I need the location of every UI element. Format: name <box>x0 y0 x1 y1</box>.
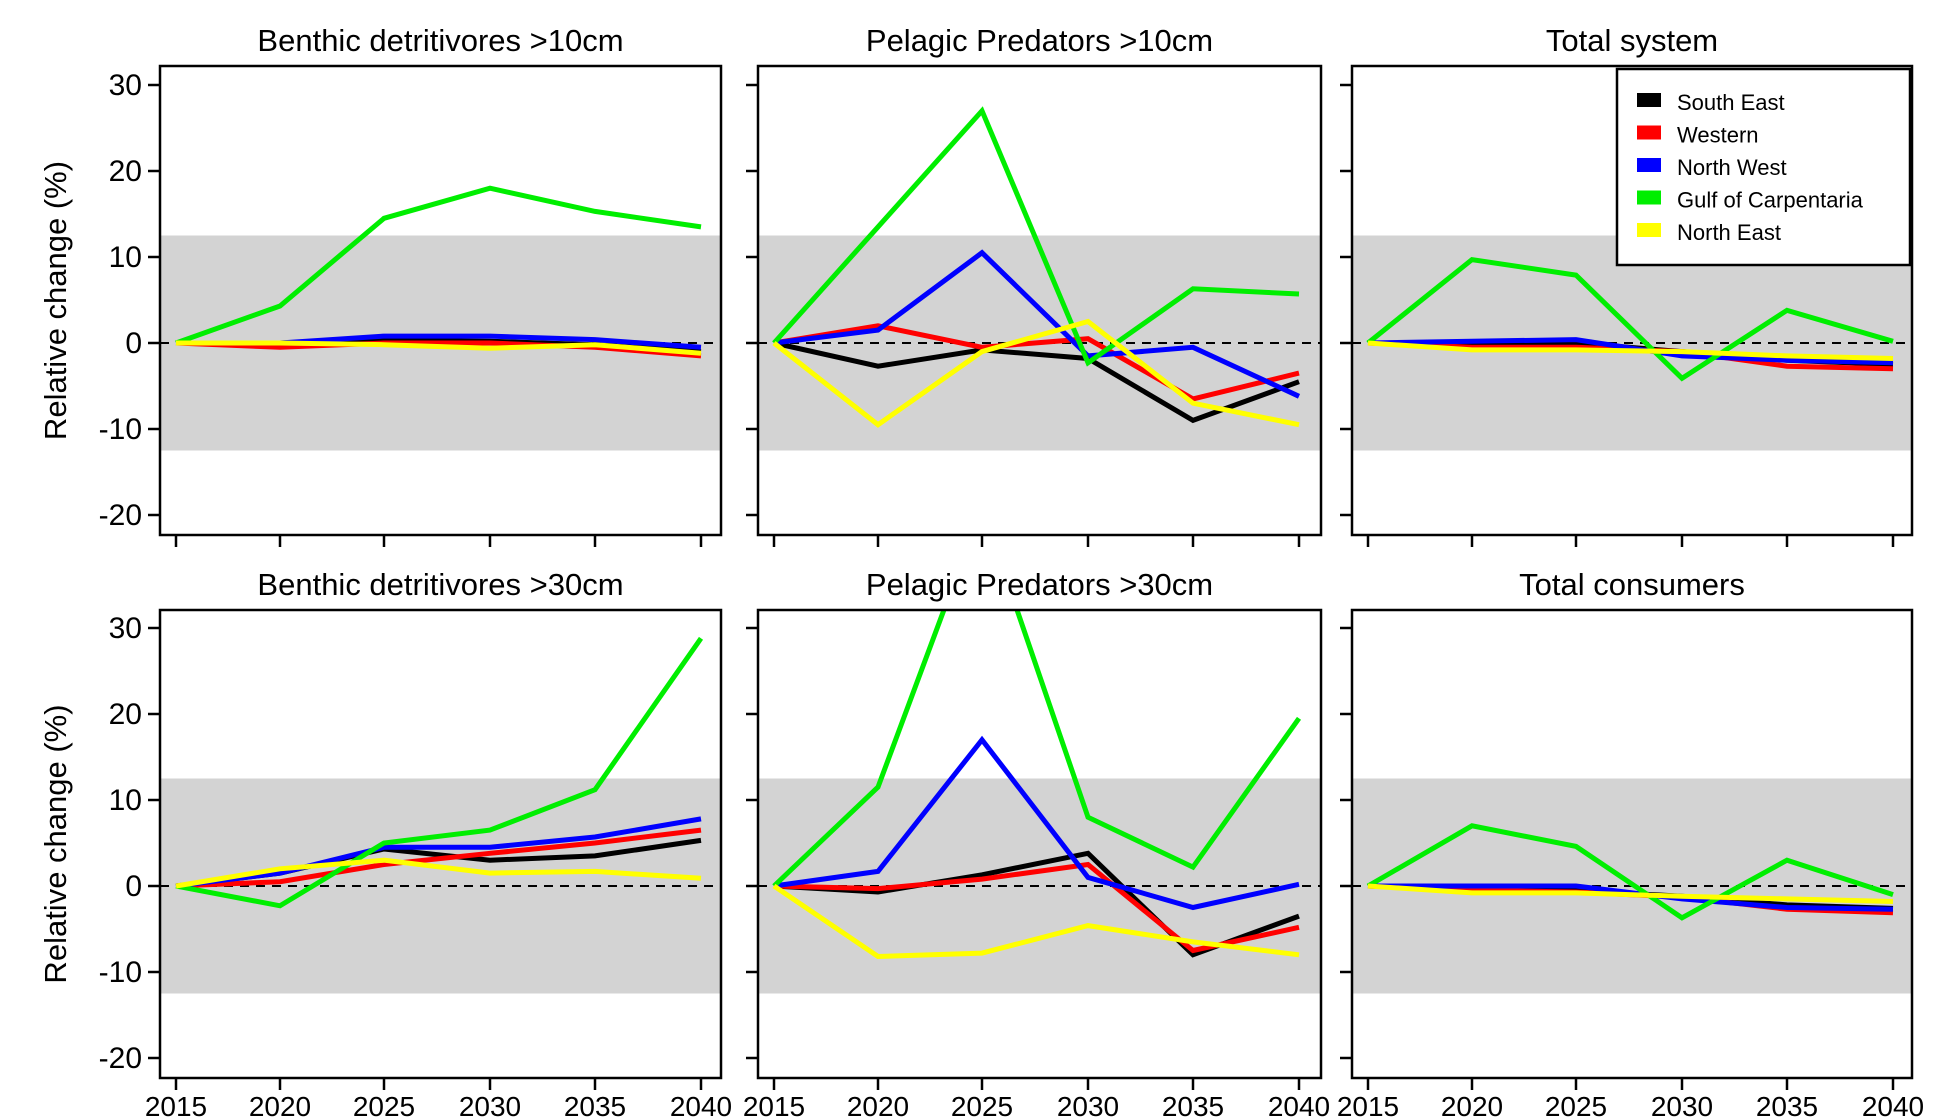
series-group <box>175 636 704 909</box>
series-line-south-east <box>773 340 1300 424</box>
legend-label: Gulf of Carpentaria <box>1677 188 1864 213</box>
series-group <box>1366 823 1894 921</box>
panel-frame <box>756 608 1323 1080</box>
y-axis-label: Relative change (%) <box>38 704 73 983</box>
x-tick-label: 2020 <box>847 1091 909 1119</box>
y-tick-label: -20 <box>99 1042 142 1075</box>
panel-frame <box>756 64 1323 537</box>
legend-label: North West <box>1677 155 1787 180</box>
chart-panel-3: Total system South East Western North West G… <box>1340 23 1914 547</box>
x-tick-label: 2040 <box>1862 1091 1924 1119</box>
chart-panel-5: Pelagic Predators >30cm 2015 2020 2025 2030 2… <box>743 567 1330 1119</box>
series-line-north-east <box>1367 340 1894 361</box>
y-tick-label: -10 <box>99 956 142 989</box>
chart-panel-2: Pelagic Predators >10cm <box>746 23 1323 547</box>
y-tick-label: 0 <box>125 870 142 903</box>
series-line-north-east <box>175 857 702 889</box>
series-group <box>772 106 1301 428</box>
series-line-western <box>773 323 1300 402</box>
legend-swatch <box>1637 125 1661 140</box>
panel-frame <box>158 64 723 537</box>
series-line-gulf-of-carpentaria <box>1366 823 1894 921</box>
series-line-gulf-of-carpentaria <box>175 636 704 909</box>
series-group <box>772 610 1302 960</box>
x-tick-label: 2035 <box>1756 1091 1818 1119</box>
series-line-western <box>773 861 1300 954</box>
chart-panel-6: Total consumers 2015 2020 2025 2030 2035 2040 <box>1337 567 1924 1119</box>
series-line-north-west <box>1367 337 1894 366</box>
x-tick-label: 2040 <box>1268 1091 1330 1119</box>
panel-frame <box>1350 608 1914 1080</box>
y-tick-label: 20 <box>109 698 142 731</box>
x-tick-label: 2030 <box>1057 1091 1119 1119</box>
y-axis-label: Relative change (%) <box>38 161 73 440</box>
panel-title: Pelagic Predators >10cm <box>866 23 1213 58</box>
series-line-north-east <box>176 340 702 356</box>
series-group <box>1366 256 1894 382</box>
series-line-north-west <box>175 816 702 889</box>
panel-title: Pelagic Predators >30cm <box>866 567 1213 602</box>
x-tick-label: 2040 <box>670 1091 732 1119</box>
x-tick-label: 2030 <box>459 1091 521 1119</box>
series-line-north-east <box>772 318 1300 428</box>
legend-box <box>1615 67 1912 267</box>
chart-panel-1: Benthic detritivores >10cm -20 -10 0 10 20 30 R… <box>38 23 723 547</box>
legend-swatch <box>1637 223 1661 237</box>
x-tick-label: 2020 <box>249 1091 311 1119</box>
series-line-north-west <box>773 249 1301 399</box>
chart-panel-4: Benthic detritivores >30cm 2015 2020 2025 20… <box>38 567 732 1119</box>
series-line-western <box>175 827 702 889</box>
x-tick-label: 2030 <box>1651 1091 1713 1119</box>
x-tick-label: 2015 <box>145 1091 207 1119</box>
legend-label: Western <box>1677 123 1759 148</box>
x-tick-label: 2020 <box>1441 1091 1503 1119</box>
series-line-western <box>175 340 702 359</box>
legend-swatch <box>1637 190 1661 205</box>
series-group <box>175 185 702 359</box>
x-tick-label: 2035 <box>1162 1091 1224 1119</box>
series-line-gulf-of-carpentaria <box>1366 256 1894 382</box>
x-tick-label: 2025 <box>353 1091 415 1119</box>
x-tick-label: 2035 <box>564 1091 626 1119</box>
y-tick-label: 30 <box>109 612 142 645</box>
x-tick-label: 2015 <box>1337 1091 1399 1119</box>
y-tick-label: 10 <box>109 784 142 817</box>
x-tick-label: 2025 <box>951 1091 1013 1119</box>
panel-title: Benthic detritivores >30cm <box>257 567 623 602</box>
x-tick-label: 2015 <box>743 1091 805 1119</box>
x-tick-label: 2025 <box>1545 1091 1607 1119</box>
series-line-north-east <box>772 883 1300 960</box>
panel-title: Total system <box>1546 23 1718 58</box>
y-tick-label: -20 <box>99 499 142 532</box>
series-line-gulf-of-carpentaria <box>772 610 1302 888</box>
series-line-gulf-of-carpentaria <box>772 106 1300 367</box>
y-tick-label: 10 <box>109 241 142 274</box>
legend-label: North East <box>1677 220 1781 245</box>
panel-title: Benthic detritivores >10cm <box>257 23 623 58</box>
legend: South East Western North West Gulf of Carpe… <box>1615 67 1912 267</box>
legend-label: South East <box>1677 90 1785 115</box>
series-line-north-west <box>773 735 1300 911</box>
y-tick-label: -10 <box>99 413 142 446</box>
series-line-gulf-of-carpentaria <box>175 185 702 346</box>
y-tick-label: 0 <box>125 327 142 360</box>
legend-swatch <box>1637 158 1661 172</box>
y-tick-label: 20 <box>109 155 142 188</box>
panel-title: Total consumers <box>1519 567 1745 602</box>
series-line-north-east <box>1367 883 1894 904</box>
panel-frame <box>1350 64 1914 537</box>
y-tick-label: 30 <box>109 69 142 102</box>
panel-frame <box>158 608 723 1080</box>
legend-swatch <box>1637 93 1661 107</box>
